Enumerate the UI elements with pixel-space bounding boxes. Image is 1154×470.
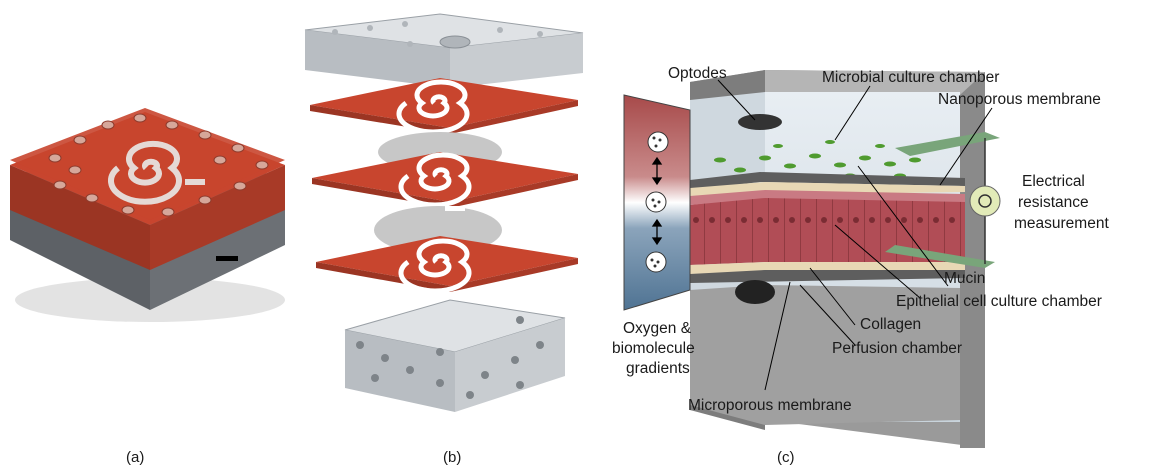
label-mucin: Mucin [944,270,985,287]
caption-b: (b) [443,449,461,466]
label-oxygen: Oxygen & [623,320,692,337]
label-microporous-membrane: Microporous membrane [688,397,852,414]
caption-c: (c) [777,449,795,466]
panel-b-exploded-view [304,13,584,412]
label-perfusion-chamber: Perfusion chamber [832,340,962,357]
label-measurement: measurement [1014,215,1109,232]
label-optodes: Optodes [668,65,727,82]
label-microbial-culture-chamber: Microbial culture chamber [822,69,999,86]
label-resistance: resistance [1018,194,1089,211]
label-electrical: Electrical [1022,173,1085,190]
caption-a: (a) [126,449,144,466]
label-epithelial-cell-culture-chamber: Epithelial cell culture chamber [896,293,1102,310]
panel-a-device-photo [10,108,285,322]
label-gradients: gradients [626,360,690,377]
label-biomolecule: biomolecule [612,340,695,357]
label-nanoporous-membrane: Nanoporous membrane [938,91,1101,108]
label-collagen: Collagen [860,316,921,333]
panel-c-schematic: Optodes Microbial culture chamber Nanopo… [612,65,1109,448]
